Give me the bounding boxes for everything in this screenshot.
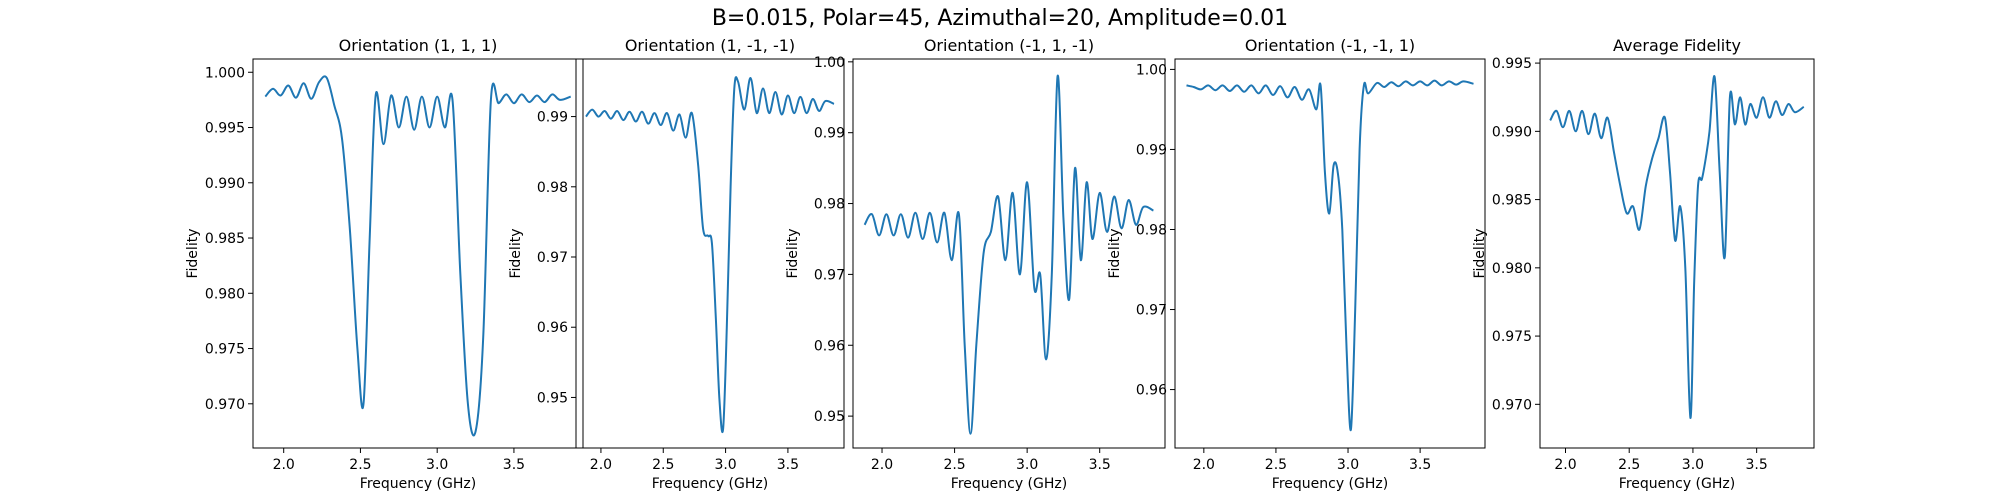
plot-frame: [252, 58, 584, 449]
y-tick-label: 0.98: [814, 197, 845, 213]
subplot-title: Orientation (1, 1, 1): [339, 36, 498, 55]
subplot-5: 2.0 2.5 3.0 3.5 0.970 0.975 0.980 0.985 0.990 0.9…: [1472, 36, 1815, 492]
y-axis-label: Fidelity: [785, 229, 801, 279]
y-tick-label: 0.980: [205, 286, 245, 302]
subplot-4: 2.0 2.5 3.0 3.5 0.96 0.97 0.98 0.99 1.00 Orientat…: [1107, 36, 1486, 492]
x-axis-label: Frequency (GHz): [1272, 476, 1388, 492]
y-tick-label: 0.975: [205, 342, 245, 358]
y-tick-label: 1.000: [205, 65, 245, 81]
y-tick-label: 0.980: [1492, 261, 1532, 277]
y-tick-label: 0.95: [537, 390, 568, 406]
subplot-title: Orientation (-1, -1, 1): [1245, 36, 1415, 55]
y-tick-label: 0.970: [1492, 397, 1532, 413]
y-tick-label: 0.985: [205, 231, 245, 247]
y-tick-label: 0.995: [205, 121, 245, 137]
y-tick-label: 1.00: [1136, 62, 1167, 78]
x-tick-label: 3.0: [1682, 457, 1704, 473]
y-tick-label: 0.97: [1136, 303, 1167, 319]
x-tick-label: 2.5: [349, 457, 371, 473]
plot-frame: [1174, 58, 1486, 449]
y-axis-label: Fidelity: [185, 229, 201, 279]
y-tick-label: 0.990: [1492, 124, 1532, 140]
x-tick-label: 3.5: [1409, 457, 1431, 473]
x-tick-label: 2.0: [273, 457, 295, 473]
y-tick-label: 0.97: [537, 250, 568, 266]
y-tick-label: 0.96: [1136, 383, 1167, 399]
x-tick-label: 2.5: [1618, 457, 1640, 473]
series-line: [585, 76, 835, 433]
subplot-3: 2.0 2.5 3.0 3.5 0.95 0.96 0.97 0.98 0.99 1.00 Orie…: [785, 36, 1166, 492]
y-tick-label: 0.95: [814, 409, 845, 425]
y-axis-label: Fidelity: [1107, 229, 1123, 279]
plot-frame: [1539, 58, 1815, 449]
x-tick-label: 3.5: [503, 457, 525, 473]
y-tick-label: 0.975: [1492, 329, 1532, 345]
series-line: [863, 74, 1154, 435]
x-tick-label: 3.5: [1746, 457, 1768, 473]
subplot-title: Orientation (-1, 1, -1): [924, 36, 1094, 55]
series-line: [1549, 75, 1805, 420]
y-tick-label: 1.00: [814, 55, 845, 71]
x-axis-label: Frequency (GHz): [951, 476, 1067, 492]
y-tick-label: 0.990: [205, 176, 245, 192]
x-tick-label: 2.5: [943, 457, 965, 473]
x-axis-label: Frequency (GHz): [1619, 476, 1735, 492]
x-tick-label: 3.5: [777, 457, 799, 473]
subplot-title: Orientation (1, -1, -1): [625, 36, 795, 55]
subplot-title: Average Fidelity: [1613, 36, 1741, 55]
x-tick-label: 3.0: [714, 457, 736, 473]
y-tick-label: 0.99: [814, 126, 845, 142]
subplot-2: 2.0 2.5 3.0 3.5 0.95 0.96 0.97 0.98 0.99 Orientat…: [508, 36, 845, 492]
x-tick-label: 3.0: [1016, 457, 1038, 473]
plot-frame: [575, 58, 845, 449]
plot-frame: [852, 58, 1166, 449]
x-tick-label: 2.0: [1193, 457, 1215, 473]
subplot-1: 2.0 2.5 3.0 3.5 0.970 0.975 0.980 0.985 0.990 0.9…: [185, 36, 584, 492]
x-tick-label: 2.5: [652, 457, 674, 473]
y-tick-label: 0.99: [1136, 142, 1167, 158]
y-tick-label: 0.995: [1492, 56, 1532, 72]
x-tick-label: 2.0: [1554, 457, 1576, 473]
x-tick-label: 3.5: [1089, 457, 1111, 473]
y-tick-label: 0.96: [814, 338, 845, 354]
x-tick-label: 2.5: [1265, 457, 1287, 473]
x-axis-label: Frequency (GHz): [360, 476, 476, 492]
y-tick-label: 0.96: [537, 320, 568, 336]
figure-title: B=0.015, Polar=45, Azimuthal=20, Amplitu…: [711, 6, 1289, 31]
series-line: [1186, 79, 1474, 431]
x-tick-label: 2.0: [871, 457, 893, 473]
y-tick-label: 0.98: [537, 180, 568, 196]
series-line: [264, 75, 572, 437]
y-tick-label: 0.970: [205, 397, 245, 413]
x-tick-label: 2.0: [590, 457, 612, 473]
y-axis-label: Fidelity: [1472, 229, 1488, 279]
y-tick-label: 0.985: [1492, 193, 1532, 209]
y-axis-label: Fidelity: [508, 229, 524, 279]
y-tick-label: 0.98: [1136, 222, 1167, 238]
y-tick-label: 0.97: [814, 267, 845, 283]
x-axis-label: Frequency (GHz): [652, 476, 768, 492]
x-tick-label: 3.0: [1337, 457, 1359, 473]
x-tick-label: 3.0: [426, 457, 448, 473]
y-tick-label: 0.99: [537, 110, 568, 126]
